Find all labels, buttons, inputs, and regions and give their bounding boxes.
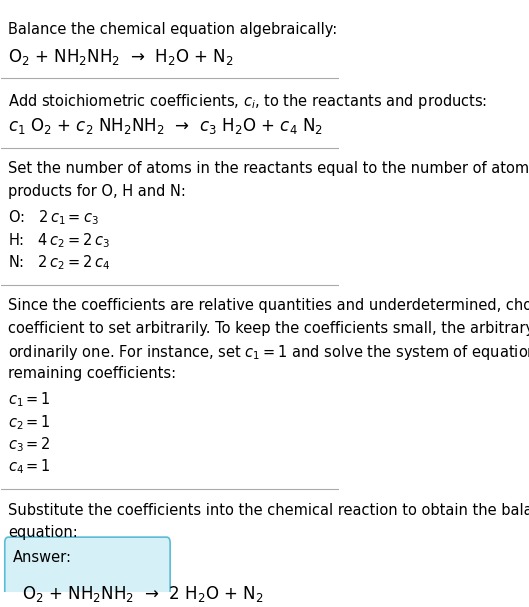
Text: products for O, H and N:: products for O, H and N: <box>8 184 186 198</box>
Text: Answer:: Answer: <box>13 550 72 565</box>
Text: Set the number of atoms in the reactants equal to the number of atoms in the: Set the number of atoms in the reactants… <box>8 161 529 176</box>
Text: Balance the chemical equation algebraically:: Balance the chemical equation algebraica… <box>8 22 338 37</box>
Text: equation:: equation: <box>8 525 78 540</box>
Text: Substitute the coefficients into the chemical reaction to obtain the balanced: Substitute the coefficients into the che… <box>8 503 529 518</box>
FancyBboxPatch shape <box>5 537 170 607</box>
Text: Since the coefficients are relative quantities and underdetermined, choose a: Since the coefficients are relative quan… <box>8 298 529 313</box>
Text: $\mathregular{O_2}$ + $\mathregular{NH_2NH_2}$  →  2 $\mathregular{H_2O}$ + $\ma: $\mathregular{O_2}$ + $\mathregular{NH_2… <box>22 584 263 604</box>
Text: H:   $4\,c_2 = 2\,c_3$: H: $4\,c_2 = 2\,c_3$ <box>8 231 110 249</box>
Text: $c_1$ $\mathregular{O_2}$ + $c_2$ $\mathregular{NH_2NH_2}$  →  $c_3$ $\mathregul: $c_1$ $\mathregular{O_2}$ + $c_2$ $\math… <box>8 117 323 137</box>
Text: $\mathregular{O_2}$ + $\mathregular{NH_2NH_2}$  →  $\mathregular{H_2O}$ + $\math: $\mathregular{O_2}$ + $\mathregular{NH_2… <box>8 47 234 67</box>
Text: $c_1 = 1$: $c_1 = 1$ <box>8 390 51 409</box>
Text: O:   $2\,c_1 = c_3$: O: $2\,c_1 = c_3$ <box>8 208 99 227</box>
Text: coefficient to set arbitrarily. To keep the coefficients small, the arbitrary va: coefficient to set arbitrarily. To keep … <box>8 320 529 336</box>
Text: $c_4 = 1$: $c_4 = 1$ <box>8 458 51 476</box>
Text: ordinarily one. For instance, set $c_1 = 1$ and solve the system of equations fo: ordinarily one. For instance, set $c_1 =… <box>8 343 529 362</box>
Text: N:   $2\,c_2 = 2\,c_4$: N: $2\,c_2 = 2\,c_4$ <box>8 253 110 272</box>
Text: Add stoichiometric coefficients, $c_i$, to the reactants and products:: Add stoichiometric coefficients, $c_i$, … <box>8 92 487 110</box>
Text: remaining coefficients:: remaining coefficients: <box>8 365 176 381</box>
Text: $c_3 = 2$: $c_3 = 2$ <box>8 435 51 454</box>
Text: $c_2 = 1$: $c_2 = 1$ <box>8 413 51 432</box>
